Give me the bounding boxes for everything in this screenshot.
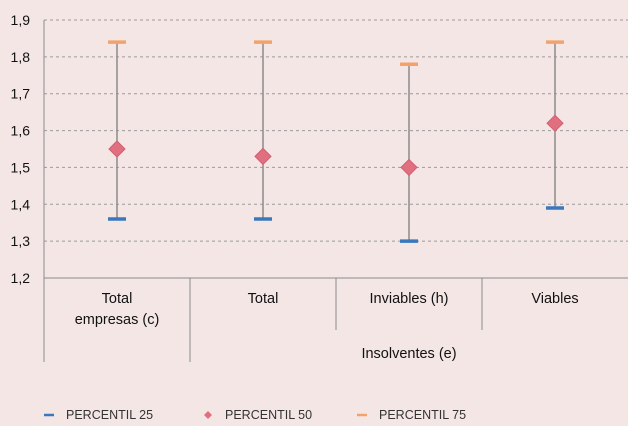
category-labels: Total empresas (c) Total Inviables (h) Viabl… bbox=[75, 291, 579, 362]
gridlines bbox=[44, 19, 628, 242]
legend: PERCENTIL 25 PERCENTIL 50 PERCENTIL 75 bbox=[44, 408, 466, 422]
category-label: Total bbox=[102, 291, 133, 307]
p50-marker bbox=[400, 158, 418, 177]
group-label: Insolventes (e) bbox=[361, 346, 456, 362]
y-tick-label: 1,2 bbox=[11, 270, 31, 286]
y-tick-labels: 1,2 1,3 1,4 1,5 1,6 1,7 1,8 1,9 bbox=[11, 12, 31, 286]
y-tick-label: 1,9 bbox=[11, 12, 31, 28]
category-label: Inviables (h) bbox=[370, 291, 449, 307]
p50-marker bbox=[546, 114, 564, 132]
legend-label: PERCENTIL 50 bbox=[225, 408, 312, 422]
category-label: empresas (c) bbox=[75, 312, 160, 328]
y-tick-label: 1,4 bbox=[11, 196, 31, 212]
legend-label: PERCENTIL 75 bbox=[379, 408, 466, 422]
category-label: Viables bbox=[531, 291, 578, 307]
p50-marker bbox=[254, 147, 272, 166]
legend-label: PERCENTIL 25 bbox=[66, 408, 153, 422]
y-tick-label: 1,3 bbox=[11, 233, 31, 249]
y-tick-label: 1,7 bbox=[11, 86, 31, 102]
y-tick-label: 1,6 bbox=[11, 123, 31, 139]
y-tick-label: 1,5 bbox=[11, 159, 31, 175]
percentile-markers bbox=[108, 40, 564, 243]
category-label: Total bbox=[248, 291, 279, 307]
p50-marker bbox=[108, 140, 126, 158]
whiskers bbox=[116, 42, 556, 242]
y-tick-label: 1,8 bbox=[11, 49, 31, 65]
legend-swatch bbox=[204, 411, 212, 419]
axes bbox=[43, 20, 628, 362]
